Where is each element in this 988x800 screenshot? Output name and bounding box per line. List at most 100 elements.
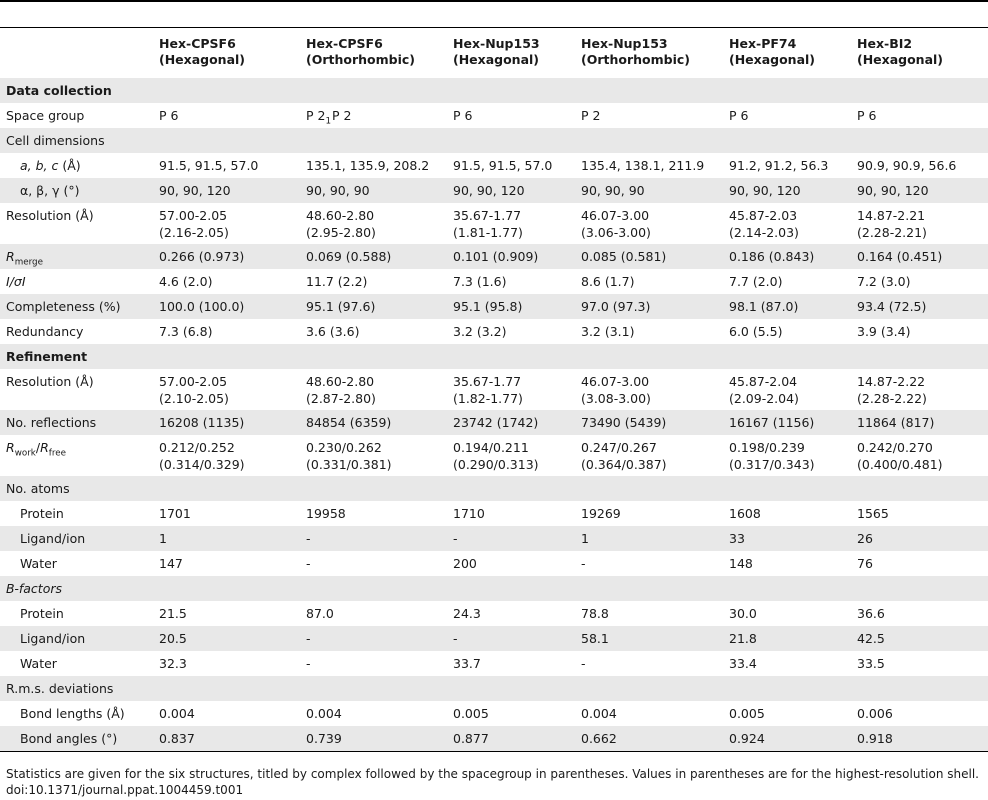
footnote-text: Statistics are given for the six structu… (6, 767, 979, 781)
table-cell: 20.5 (153, 626, 300, 651)
table-cell: 45.87-2.03 (2.14-2.03) (729, 208, 799, 240)
table-cell: 33 (723, 526, 851, 551)
table-cell: P 6 (453, 108, 473, 123)
table-cell: 200 (453, 556, 477, 571)
table-cell: 36.6 (857, 606, 885, 621)
table-cell: 42.5 (851, 626, 988, 651)
table-cell: 0.918 (851, 726, 988, 752)
table-row: Resolution (Å) 57.00-2.05 (2.10-2.05) 48.… (0, 369, 988, 410)
table-cell: 23742 (1742) (447, 410, 575, 435)
section-label: Refinement (0, 344, 988, 369)
table-row: Protein 21.5 87.0 24.3 78.8 30.0 36.6 (0, 601, 988, 626)
table-cell: P 6 (159, 108, 179, 123)
table-cell: 7.7 (2.0) (729, 274, 783, 289)
table-cell: 46.07-3.00 (3.06-3.00) (581, 208, 651, 240)
table-cell: 0.739 (300, 726, 447, 752)
table-cell: 84854 (6359) (300, 410, 447, 435)
table-cell: - (306, 656, 311, 671)
table-cell: 91.5, 91.5, 57.0 (453, 158, 553, 173)
section-row-data-collection: Data collection (0, 78, 988, 103)
table-cell: 3.6 (3.6) (306, 324, 360, 339)
table-cell: 0.005 (729, 706, 765, 721)
table-row: Ligand/ion 20.5 - - 58.1 21.8 42.5 (0, 626, 988, 651)
table-cell: 48.60-2.80 (2.87-2.80) (306, 374, 376, 406)
table-cell: 73490 (5439) (575, 410, 723, 435)
table-cell: 0.101 (0.909) (447, 244, 575, 269)
table-cell: 1608 (729, 506, 761, 521)
table-row: Completeness (%) 100.0 (100.0) 95.1 (97.… (0, 294, 988, 319)
table-cell: 0.194/0.211 (0.290/0.313) (453, 440, 539, 472)
column-header-row: Hex-CPSF6 (Hexagonal) Hex-CPSF6 (Orthorhom… (0, 28, 988, 78)
table-row: Redundancy 7.3 (6.8) 3.6 (3.6) 3.2 (3.2)… (0, 319, 988, 344)
table-row: Water 32.3 - 33.7 - 33.4 33.5 (0, 651, 988, 676)
table-cell: 58.1 (575, 626, 723, 651)
table-cell: 95.1 (95.8) (447, 294, 575, 319)
table-row: Bond angles (°) 0.837 0.739 0.877 0.662 … (0, 726, 988, 752)
table-cell: 35.67-1.77 (1.81-1.77) (453, 208, 523, 240)
table-row: Protein 1701 19958 1710 19269 1608 1565 (0, 501, 988, 526)
table-cell: 95.1 (97.6) (300, 294, 447, 319)
table-cell: 100.0 (100.0) (153, 294, 300, 319)
table-cell: 0.006 (857, 706, 893, 721)
row-label: Bond angles (°) (0, 726, 153, 752)
table-cell: 24.3 (453, 606, 481, 621)
section-row-refinement: Refinement (0, 344, 988, 369)
table-cell: - (300, 526, 447, 551)
table-cell: P 21P 2 (306, 108, 352, 127)
row-label: Cell dimensions (0, 128, 988, 153)
table-cell: 0.212/0.252 (0.314/0.329) (159, 440, 245, 472)
table-cell: 0.186 (0.843) (723, 244, 851, 269)
table-cell: 30.0 (729, 606, 757, 621)
table-row: No. reflections 16208 (1135) 84854 (6359… (0, 410, 988, 435)
table-cell: 91.2, 91.2, 56.3 (729, 158, 829, 173)
table-row: Rmerge 0.266 (0.973) 0.069 (0.588) 0.101… (0, 244, 988, 269)
row-label: Redundancy (6, 324, 84, 339)
table-cell: - (447, 626, 575, 651)
table-row: α, β, γ (°) 90, 90, 120 90, 90, 90 90, 9… (0, 178, 988, 203)
table-cell: 33.5 (857, 656, 885, 671)
table-cell: 33.7 (453, 656, 481, 671)
table-cell: 87.0 (306, 606, 334, 621)
table-cell: 90.9, 90.9, 56.6 (857, 158, 957, 173)
table-cell: 1710 (453, 506, 485, 521)
table-cell: 16167 (1156) (723, 410, 851, 435)
table-cell: 0.924 (723, 726, 851, 752)
table-cell: 90, 90, 120 (851, 178, 988, 203)
table-cell: 0.247/0.267 (0.364/0.387) (581, 440, 667, 472)
table-cell: 90, 90, 90 (300, 178, 447, 203)
table-cell: - (447, 526, 575, 551)
table-footnote: Statistics are given for the six structu… (6, 766, 986, 798)
table-cell: - (306, 556, 311, 571)
row-label: Resolution (Å) (6, 208, 94, 223)
row-label: Protein (20, 506, 64, 521)
table-row: Ligand/ion 1 - - 1 33 26 (0, 526, 988, 551)
table-cell: 0.230/0.262 (0.331/0.381) (306, 440, 392, 472)
row-label: I/σI (6, 274, 26, 289)
table-cell: 3.2 (3.1) (581, 324, 635, 339)
table-cell: 148 (729, 556, 753, 571)
row-label: Rwork/Rfree (6, 440, 67, 459)
doi-text: doi:10.1371/journal.ppat.1004459.t001 (6, 783, 244, 797)
table-cell: 0.662 (575, 726, 723, 752)
table-cell: 0.242/0.270 (0.400/0.481) (857, 440, 943, 472)
column-header: Hex-CPSF6 (Hexagonal) (159, 36, 246, 67)
table-cell: 3.9 (3.4) (857, 324, 911, 339)
table-cell: 14.87-2.22 (2.28-2.22) (857, 374, 927, 406)
table-cell: 97.0 (97.3) (575, 294, 723, 319)
table-cell: 0.198/0.239 (0.317/0.343) (729, 440, 815, 472)
table-cell: 90, 90, 90 (575, 178, 723, 203)
table-cell: 90, 90, 120 (153, 178, 300, 203)
row-label: a, b, c (Å) (20, 158, 81, 173)
table-cell: 33.4 (729, 656, 757, 671)
table-cell: - (581, 556, 586, 571)
table-row: Cell dimensions (0, 128, 988, 153)
table-cell: 0.069 (0.588) (300, 244, 447, 269)
table-cell: 32.3 (159, 656, 187, 671)
table-cell: 1 (575, 526, 723, 551)
table-cell: - (581, 656, 586, 671)
table-cell: 6.0 (5.5) (729, 324, 783, 339)
table-cell: 0.004 (159, 706, 195, 721)
table-row: Resolution (Å) 57.00-2.05 (2.16-2.05) 48.… (0, 203, 988, 244)
header-corner-cell (0, 28, 153, 78)
table-cell: 1701 (159, 506, 191, 521)
